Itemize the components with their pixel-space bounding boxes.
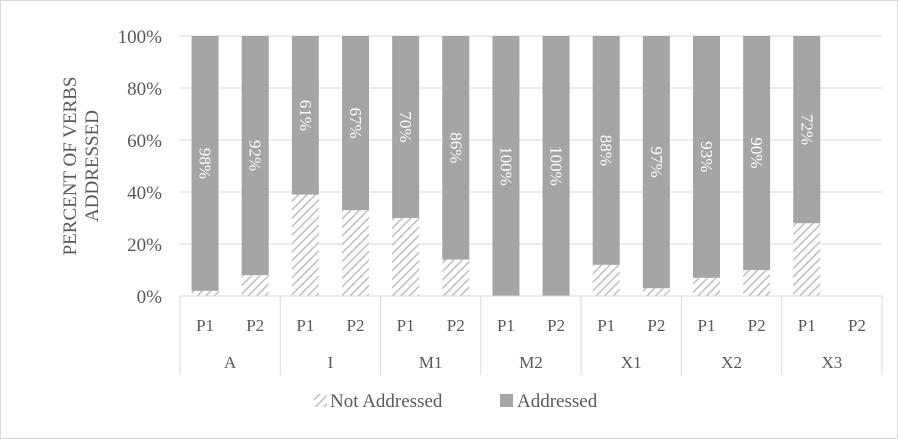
x-group-label: A (224, 353, 237, 372)
x-tick-label: P2 (347, 316, 365, 335)
bar-data-label: 98% (196, 148, 215, 179)
bar-not-addressed (191, 290, 219, 296)
bar-not-addressed (392, 218, 420, 296)
bar-not-addressed (442, 259, 470, 296)
bars: 98% 92% 61% 67% 70% 86% 100% 100% 88% 97% 93% 90% 72… (191, 36, 821, 296)
bar-data-label: 72% (797, 114, 816, 145)
bar-addressed (291, 36, 319, 195)
x-tick-label: P1 (397, 316, 415, 335)
gridlines (180, 35, 882, 297)
x-group-label: M1 (419, 353, 443, 372)
x-tick-label: P1 (597, 316, 615, 335)
x-tick-label: P2 (748, 316, 766, 335)
x-tick-label: P2 (447, 316, 465, 335)
bar-data-label: 100% (496, 146, 515, 186)
x-group-label: I (328, 353, 334, 372)
bar-data-label: 86% (446, 132, 465, 163)
bar-addressed (241, 36, 269, 276)
bar-not-addressed (291, 194, 319, 296)
bar-data-label: 93% (697, 141, 716, 172)
bar-not-addressed (693, 277, 720, 296)
bar-data-label: 97% (647, 147, 666, 178)
legend: Not Addressed Addressed (314, 391, 598, 412)
bar-data-label: 92% (246, 140, 265, 171)
x-tick-label: P1 (497, 316, 515, 335)
bar-not-addressed (241, 275, 269, 296)
x-tick-label: P2 (246, 316, 264, 335)
bar-data-label: 90% (747, 137, 766, 168)
bar-addressed (392, 36, 420, 218)
bar-addressed (542, 36, 570, 296)
x-tick-label: P2 (547, 316, 565, 335)
legend-label-addressed: Addressed (517, 391, 598, 412)
bar-addressed (793, 36, 821, 224)
x-tick-label: P1 (196, 316, 214, 335)
x-tick-label: P2 (848, 316, 866, 335)
x-group-label: M2 (519, 353, 543, 372)
bar-addressed (693, 36, 720, 278)
bar-data-label: 67% (346, 108, 365, 139)
y-tick-label: 100% (118, 27, 163, 48)
bar-addressed (492, 36, 520, 296)
bar-data-label: 88% (597, 135, 616, 166)
y-tick-label: 0% (137, 287, 163, 308)
x-tick-label: P2 (647, 316, 665, 335)
bar-addressed (642, 36, 670, 289)
x-tick-label: P1 (798, 316, 816, 335)
legend-swatch-addressed (500, 394, 513, 407)
y-axis-title: PERCENT OF VERBSADDRESSED (60, 77, 103, 256)
x-tick-label: P1 (698, 316, 716, 335)
bar-addressed (342, 36, 369, 211)
x-axis: P1 P2 P1 P2 P1 P2 P1 P2 P1 P2 P1 P2 P1 P2 A I M1 M2 X1 X2 X3 (179, 295, 883, 375)
bar-data-label: 100% (547, 146, 566, 186)
legend-swatch-not-addressed (314, 394, 327, 407)
bar-addressed (592, 36, 620, 265)
y-tick-label: 20% (127, 235, 162, 256)
bar-data-label: 61% (296, 100, 315, 131)
bar-data-label: 70% (396, 111, 415, 142)
x-group-label: X2 (721, 353, 742, 372)
bar-addressed (442, 36, 470, 260)
bar-not-addressed (743, 270, 771, 296)
x-group-label: X3 (821, 353, 842, 372)
y-axis: 0% 20% 40% 60% 80% 100% (118, 27, 163, 308)
bar-not-addressed (592, 264, 620, 296)
y-tick-label: 80% (127, 79, 162, 100)
bar-not-addressed (342, 210, 369, 296)
x-group-label: X1 (621, 353, 642, 372)
bar-addressed (191, 36, 219, 291)
bar-addressed (743, 36, 771, 270)
x-tick-label: P1 (296, 316, 314, 335)
bar-not-addressed (793, 223, 821, 296)
bar-not-addressed (642, 288, 670, 296)
y-tick-label: 60% (127, 131, 162, 152)
y-tick-label: 40% (127, 183, 162, 204)
legend-label-not-addressed: Not Addressed (330, 391, 443, 412)
